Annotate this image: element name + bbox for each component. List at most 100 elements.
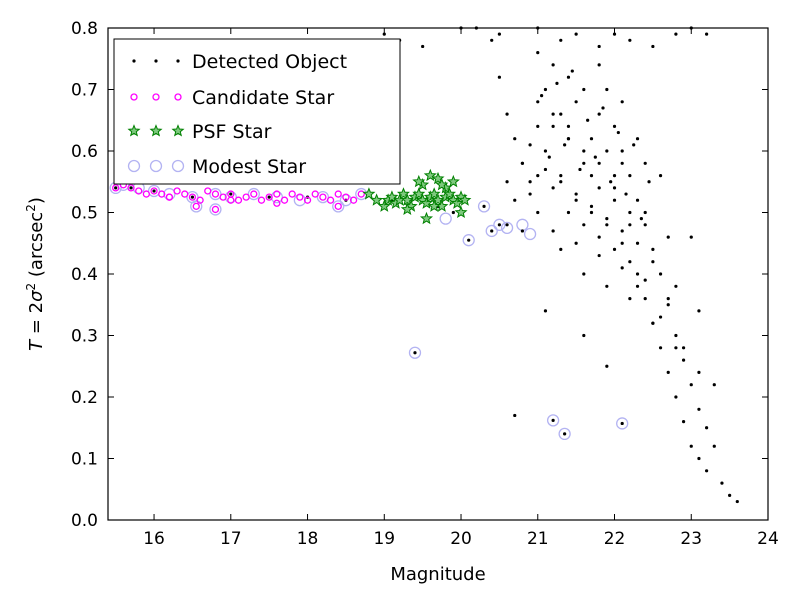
data-point <box>566 210 571 215</box>
y-axis-label: T = 2σ2 (arcsec2) <box>24 197 47 351</box>
data-point <box>597 253 601 258</box>
data-point <box>563 143 567 147</box>
data-point <box>490 38 494 42</box>
data-point <box>273 190 281 198</box>
data-point <box>658 272 663 276</box>
data-point <box>582 333 586 338</box>
data-point <box>578 167 582 172</box>
data-point <box>412 187 426 200</box>
data-point <box>316 190 330 204</box>
data-point <box>362 187 376 200</box>
legend: Detected Object Candidate Star PSF Star … <box>113 38 401 185</box>
data-point <box>439 212 452 225</box>
data-point <box>190 200 203 213</box>
data-point <box>612 32 617 36</box>
data-point <box>467 238 471 242</box>
data-point <box>196 196 204 204</box>
data-point <box>582 149 586 153</box>
data-point <box>326 196 335 204</box>
data-point <box>563 432 567 436</box>
x-tick-label: 22 <box>604 529 626 549</box>
data-point <box>597 63 601 67</box>
data-point <box>616 417 629 430</box>
data-point <box>551 63 555 67</box>
x-tick-label: 21 <box>527 529 549 549</box>
data-point <box>628 174 632 178</box>
data-point <box>666 297 670 301</box>
data-point <box>616 130 620 135</box>
data-point <box>334 190 342 198</box>
data-point <box>127 184 135 192</box>
data-point <box>666 370 670 374</box>
data-point <box>635 284 640 288</box>
data-point <box>497 223 501 227</box>
x-tick-label: 17 <box>220 529 242 549</box>
data-point <box>697 407 701 411</box>
legend-marker <box>171 124 185 137</box>
y-tick-label: 0.3 <box>71 327 98 347</box>
data-point <box>188 193 197 201</box>
series-candidate-star <box>112 181 365 214</box>
data-point <box>114 186 118 190</box>
data-point <box>396 187 410 200</box>
data-point <box>597 161 601 165</box>
data-point <box>493 218 506 231</box>
data-point <box>551 186 555 190</box>
data-point <box>135 187 143 195</box>
data-point <box>620 100 624 104</box>
data-point <box>413 351 417 355</box>
y-tick-label: 0.8 <box>71 19 98 39</box>
data-point <box>528 143 532 147</box>
data-point <box>377 199 391 212</box>
data-point <box>280 196 289 204</box>
x-tick-label: 23 <box>680 529 702 549</box>
legend-marker <box>152 93 160 101</box>
legend-marker <box>174 93 182 101</box>
data-point <box>427 187 441 200</box>
data-point <box>209 187 222 201</box>
data-point <box>597 112 601 116</box>
data-point <box>211 205 220 214</box>
data-point <box>450 196 464 209</box>
data-point <box>643 210 647 215</box>
data-point <box>505 223 509 227</box>
data-point <box>543 309 548 313</box>
data-point <box>209 203 222 216</box>
legend-label-candidate-star: Candidate Star <box>192 87 334 109</box>
data-point <box>559 174 563 178</box>
legend-marker <box>171 159 185 173</box>
data-point <box>547 155 551 159</box>
data-point <box>720 481 724 485</box>
series-modest-star <box>109 178 629 441</box>
legend-box <box>113 38 401 185</box>
data-point <box>735 499 739 504</box>
data-point <box>543 167 548 172</box>
data-point <box>419 196 434 209</box>
legend-marker <box>149 159 163 173</box>
data-point <box>419 211 434 225</box>
data-point <box>658 315 663 319</box>
data-point <box>705 426 709 430</box>
data-point <box>385 190 399 203</box>
data-point <box>528 180 532 184</box>
data-point <box>601 106 605 110</box>
plot-frame <box>107 27 769 521</box>
data-point <box>609 180 613 184</box>
data-point <box>647 180 651 184</box>
data-point <box>632 143 636 147</box>
data-point <box>247 187 260 201</box>
data-point <box>605 284 609 288</box>
data-point <box>192 202 200 211</box>
legend-marker <box>154 59 158 63</box>
data-point <box>551 418 555 422</box>
data-point <box>303 196 312 204</box>
data-point <box>551 229 555 233</box>
data-point <box>712 383 716 387</box>
data-point <box>593 155 597 159</box>
data-point <box>112 184 120 192</box>
data-point <box>219 193 227 201</box>
data-point <box>597 186 601 190</box>
data-point <box>651 44 655 49</box>
data-point <box>551 112 555 116</box>
